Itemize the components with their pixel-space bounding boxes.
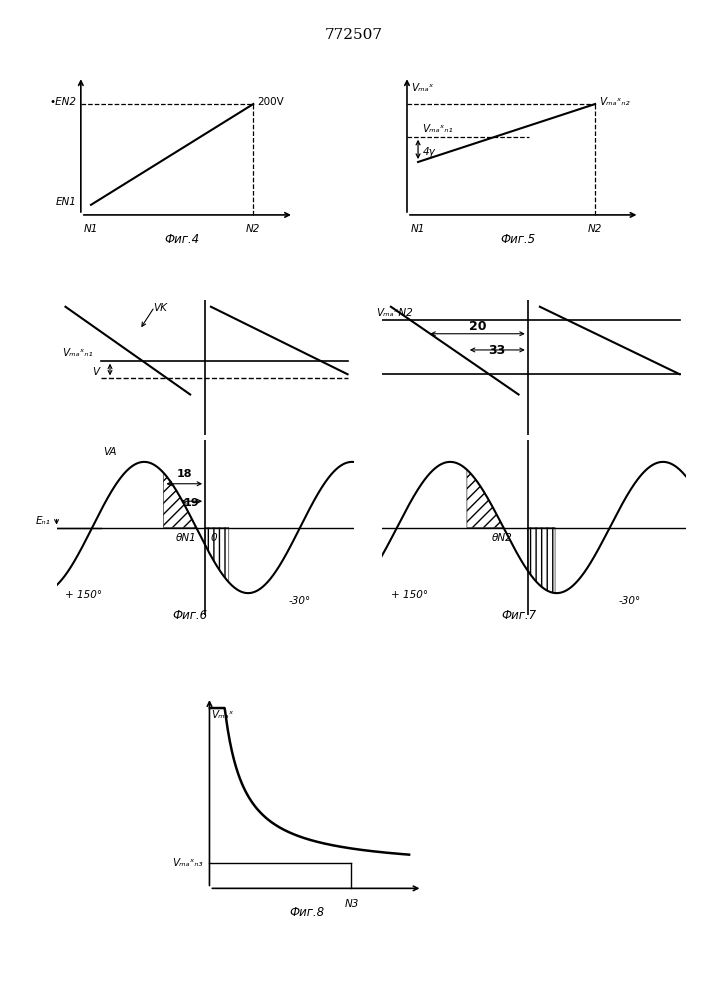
Text: + 150°: + 150° — [391, 589, 428, 599]
Text: EN1: EN1 — [56, 197, 77, 207]
Text: Vₘₐˣ: Vₘₐˣ — [411, 83, 434, 93]
Text: Eₙ₁: Eₙ₁ — [36, 516, 51, 526]
Text: VₘₐˣN2: VₘₐˣN2 — [375, 308, 412, 318]
Text: -30°: -30° — [288, 596, 310, 606]
Text: 18: 18 — [177, 469, 192, 479]
Text: Фиг.8: Фиг.8 — [289, 906, 325, 919]
Text: Vₘₐˣ: Vₘₐˣ — [211, 710, 234, 720]
Text: Фиг.7: Фиг.7 — [501, 609, 536, 622]
Text: •EN2: •EN2 — [49, 97, 77, 107]
Text: Vₘₐˣₙ₂: Vₘₐˣₙ₂ — [600, 97, 630, 107]
Text: 200V: 200V — [257, 97, 284, 107]
Text: θN2: θN2 — [492, 533, 513, 543]
Text: Фиг.5: Фиг.5 — [500, 233, 535, 246]
Text: + 150°: + 150° — [66, 589, 103, 599]
Text: 20: 20 — [469, 320, 486, 333]
Text: 19: 19 — [184, 498, 199, 508]
Text: N2: N2 — [246, 224, 260, 234]
Text: Vₘₐˣₙ₁: Vₘₐˣₙ₁ — [62, 348, 93, 358]
Text: Фиг.4: Фиг.4 — [165, 233, 200, 246]
Text: Vₘₐˣₙ₃: Vₘₐˣₙ₃ — [173, 858, 203, 868]
Text: N1: N1 — [84, 224, 98, 234]
Text: θN1: θN1 — [175, 533, 196, 543]
Text: N2: N2 — [588, 224, 602, 234]
Text: 4γ: 4γ — [423, 147, 436, 157]
Text: Фиг.6: Фиг.6 — [173, 609, 208, 622]
Text: V: V — [92, 367, 99, 377]
Text: 0: 0 — [211, 533, 218, 543]
Text: VK: VK — [153, 303, 168, 313]
Text: 33: 33 — [489, 344, 506, 357]
Text: N1: N1 — [411, 224, 425, 234]
Text: VA: VA — [103, 447, 117, 457]
Text: N3: N3 — [344, 899, 358, 909]
Text: -30°: -30° — [619, 596, 641, 606]
Text: 772507: 772507 — [325, 28, 382, 42]
Text: Vₘₐˣₙ₁: Vₘₐˣₙ₁ — [423, 124, 453, 134]
